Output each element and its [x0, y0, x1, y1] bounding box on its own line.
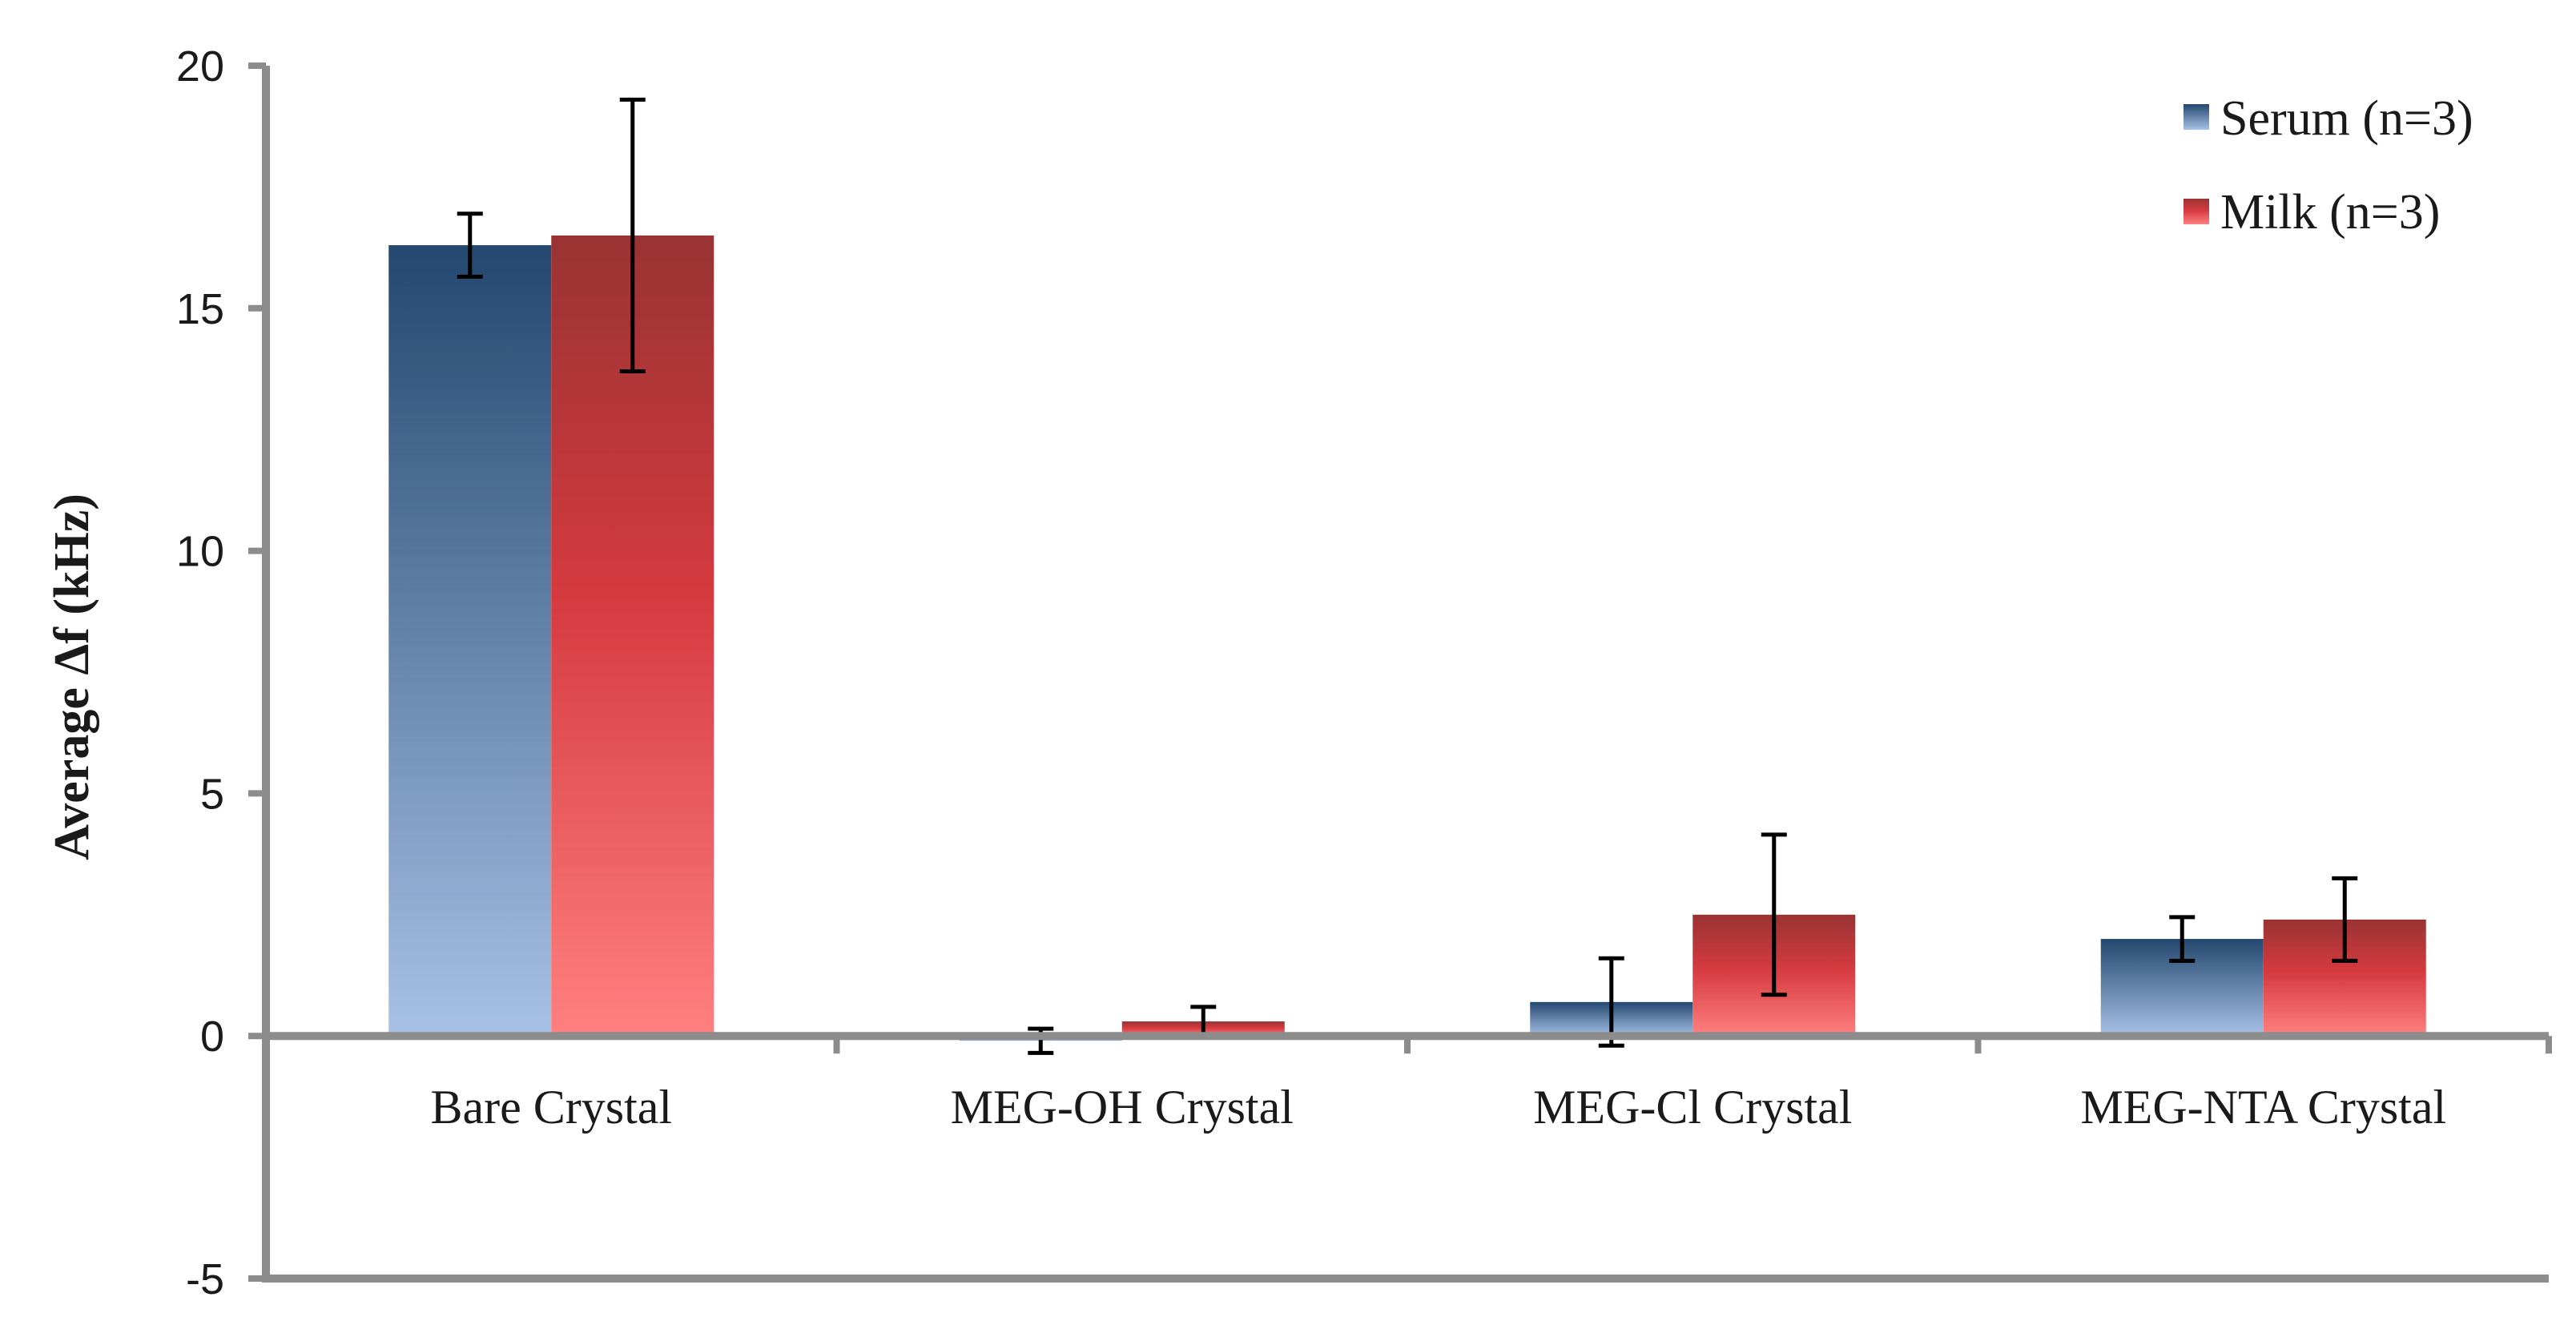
y-axis-ticks: 20 15 10 5 0 -5: [176, 42, 266, 1303]
legend-swatch-serum: [2184, 104, 2209, 130]
y-axis-title: Average Δf (kHz): [45, 493, 99, 860]
y-tick-label: 5: [200, 770, 224, 818]
axes: [262, 66, 2552, 1283]
x-category-label: MEG-Cl Crystal: [1533, 1081, 1852, 1134]
y-tick-label: -5: [186, 1255, 224, 1303]
x-category-label: MEG-NTA Crystal: [2080, 1081, 2446, 1134]
x-category-label: MEG-OH Crystal: [951, 1081, 1294, 1134]
x-category-label: Bare Crystal: [430, 1081, 672, 1134]
y-tick-label: 10: [176, 528, 224, 576]
legend-label-serum: Serum (n=3): [2220, 91, 2473, 146]
error-bars: [457, 97, 2358, 1055]
x-axis-category-labels: Bare Crystal MEG-OH Crystal MEG-Cl Crystal…: [430, 1081, 2446, 1134]
bar-serum: [388, 245, 552, 1037]
y-tick-label: 0: [200, 1013, 224, 1061]
legend-swatch-milk: [2184, 199, 2209, 224]
bars: [388, 235, 2426, 1041]
legend: Serum (n=3) Milk (n=3): [2184, 91, 2473, 240]
y-tick-label: 15: [176, 285, 224, 333]
legend-label-milk: Milk (n=3): [2220, 185, 2440, 240]
y-tick-label: 20: [176, 42, 224, 91]
